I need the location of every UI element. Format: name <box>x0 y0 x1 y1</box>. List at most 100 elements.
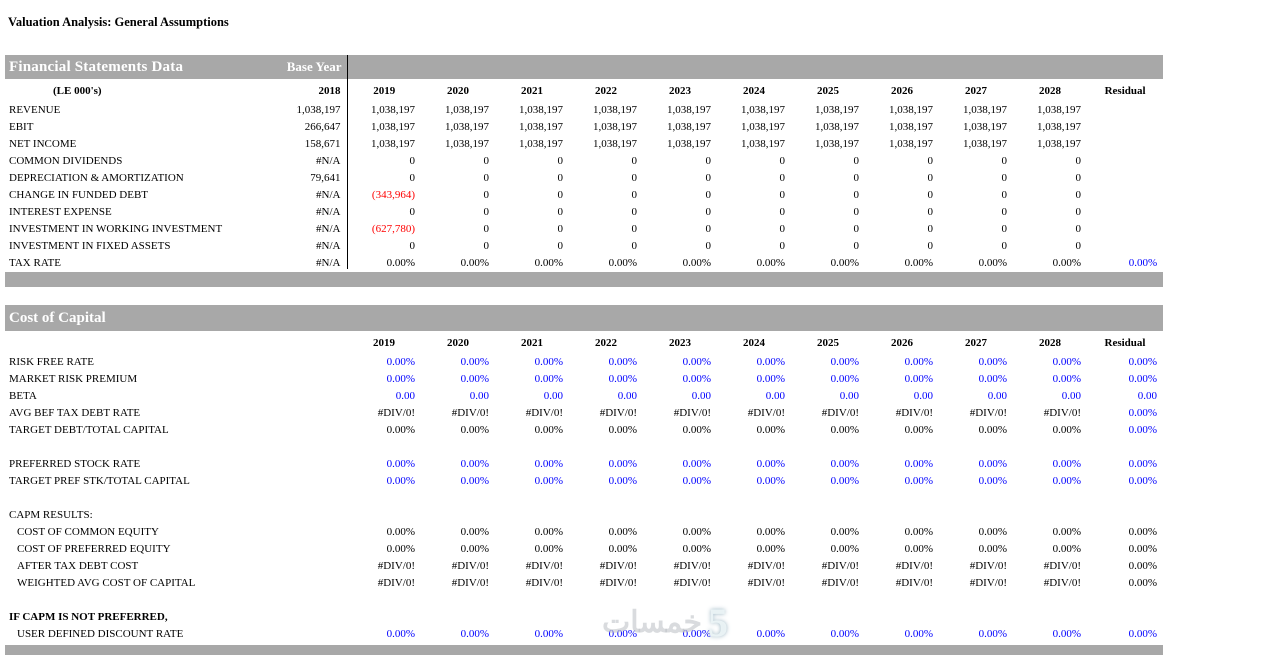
value-cell <box>347 504 421 521</box>
value-cell: 0.00% <box>1052 373 1081 385</box>
value-cell: 0.00% <box>682 373 711 385</box>
row-label: NET INCOME <box>9 138 77 150</box>
value-cell <box>1087 116 1163 133</box>
value-cell <box>569 504 643 521</box>
value-cell <box>1013 487 1087 504</box>
data-row: TARGET PREF STK/TOTAL CAPITAL 0.00% 0.00% 0… <box>5 470 1163 487</box>
value-cell <box>569 487 643 504</box>
value-cell: 0.00% <box>756 543 785 555</box>
value-cell: 0 <box>557 155 564 167</box>
value-cell: 0.00% <box>978 356 1007 368</box>
value-cell: 0.00% <box>386 628 415 640</box>
value-cell: 0.00% <box>460 458 489 470</box>
year-column-header: 2020 <box>447 85 469 97</box>
value-cell <box>939 436 1013 453</box>
value-cell: 0.00% <box>978 475 1007 487</box>
base-year-cell <box>257 351 347 368</box>
value-cell: 0.00% <box>978 628 1007 640</box>
value-cell <box>1087 606 1163 623</box>
year-column-header: 2026 <box>891 85 913 97</box>
year-column-header: 2022 <box>595 85 617 97</box>
value-cell: #DIV/0! <box>821 407 859 419</box>
value-cell <box>347 606 421 623</box>
spacer-row <box>5 487 1163 504</box>
value-cell: 1,038,197 <box>815 121 859 133</box>
value-cell <box>569 436 643 453</box>
value-cell <box>717 436 791 453</box>
value-cell: 0.00% <box>386 543 415 555</box>
row-label: COMMON DIVIDENDS <box>9 155 123 167</box>
value-cell: 0.00% <box>978 458 1007 470</box>
value-cell: 0.00 <box>1061 390 1081 402</box>
value-cell: 0.00% <box>682 458 711 470</box>
value-cell: 0 <box>1001 240 1008 252</box>
base-year-cell <box>257 368 347 385</box>
row-label: TARGET DEBT/TOTAL CAPITAL <box>9 424 169 436</box>
units-label: (LE 000's) <box>53 85 102 97</box>
value-cell: 1,038,197 <box>593 138 637 150</box>
value-cell <box>347 487 421 504</box>
value-cell: 0.00% <box>460 475 489 487</box>
value-cell: (343,964) <box>371 189 415 201</box>
value-cell: 0 <box>483 240 490 252</box>
cost-of-capital-section: Cost of Capital 2019 2020 2021 2022 2023 2024… <box>5 305 1163 640</box>
value-cell: 0.00% <box>1052 628 1081 640</box>
row-label: COST OF PREFERRED EQUITY <box>17 543 171 555</box>
value-cell: 0 <box>631 189 638 201</box>
value-cell: #DIV/0! <box>895 577 933 589</box>
data-row: TARGET DEBT/TOTAL CAPITAL 0.00% 0.00% 0.00%… <box>5 419 1163 436</box>
value-cell: 0 <box>631 155 638 167</box>
row-label: BETA <box>9 390 37 402</box>
row-label: DEPRECIATION & AMORTIZATION <box>9 172 184 184</box>
value-cell <box>717 606 791 623</box>
value-cell: 0 <box>1075 189 1082 201</box>
value-cell: 0.00% <box>1128 526 1157 538</box>
year-column-header: 2024 <box>743 337 765 349</box>
value-cell: 0 <box>557 223 564 235</box>
value-cell: 0.00% <box>534 373 563 385</box>
value-cell <box>1013 436 1087 453</box>
section-title-cost-of-capital: Cost of Capital <box>9 309 106 326</box>
base-year-cell: #N/A <box>257 235 348 252</box>
value-cell: 0 <box>853 206 860 218</box>
value-cell: 0.00% <box>460 424 489 436</box>
value-cell: 0.00% <box>608 526 637 538</box>
value-cell: 0 <box>557 189 564 201</box>
value-cell: #DIV/0! <box>377 577 415 589</box>
base-year-cell <box>257 504 347 521</box>
value-cell <box>939 589 1013 606</box>
value-cell: 0 <box>409 240 416 252</box>
value-cell <box>1087 184 1163 201</box>
value-cell: 0.00% <box>904 373 933 385</box>
value-cell: #DIV/0! <box>969 407 1007 419</box>
value-cell: #DIV/0! <box>673 407 711 419</box>
value-cell: 0.00% <box>386 475 415 487</box>
value-cell: 0.00% <box>978 543 1007 555</box>
row-label: TAX RATE <box>9 257 61 269</box>
value-cell: 0.00% <box>1052 356 1081 368</box>
value-cell: 0.00% <box>830 373 859 385</box>
value-cell <box>1087 133 1163 150</box>
value-cell: 1,038,197 <box>889 138 933 150</box>
value-cell: 0.00% <box>756 424 785 436</box>
value-cell: 0.00% <box>1052 257 1081 269</box>
value-cell: 0 <box>705 189 712 201</box>
value-cell <box>1087 99 1163 116</box>
value-cell: 1,038,197 <box>815 138 859 150</box>
column-header-row: 2019 2020 2021 2022 2023 2024 2025 2026 2027 2028… <box>5 331 1163 351</box>
value-cell: 0 <box>631 223 638 235</box>
year-column-header: 2022 <box>595 337 617 349</box>
row-label: IF CAPM IS NOT PREFERRED, <box>9 611 168 623</box>
value-cell: 0 <box>631 206 638 218</box>
value-cell: 0.00% <box>534 475 563 487</box>
value-cell: 0 <box>927 155 934 167</box>
value-cell <box>421 487 495 504</box>
year-column-header: Residual <box>1104 85 1146 97</box>
value-cell: #DIV/0! <box>451 560 489 572</box>
financial-statements-rows: REVENUE 1,038,197 1,038,197 1,038,197 1,038,… <box>5 99 1163 269</box>
value-cell: 0.00% <box>756 526 785 538</box>
value-cell <box>1087 235 1163 252</box>
year-column-header: 2019 <box>373 85 396 97</box>
data-row: RISK FREE RATE 0.00% 0.00% 0.00% 0.00% 0.00% 0… <box>5 351 1163 368</box>
value-cell <box>643 487 717 504</box>
